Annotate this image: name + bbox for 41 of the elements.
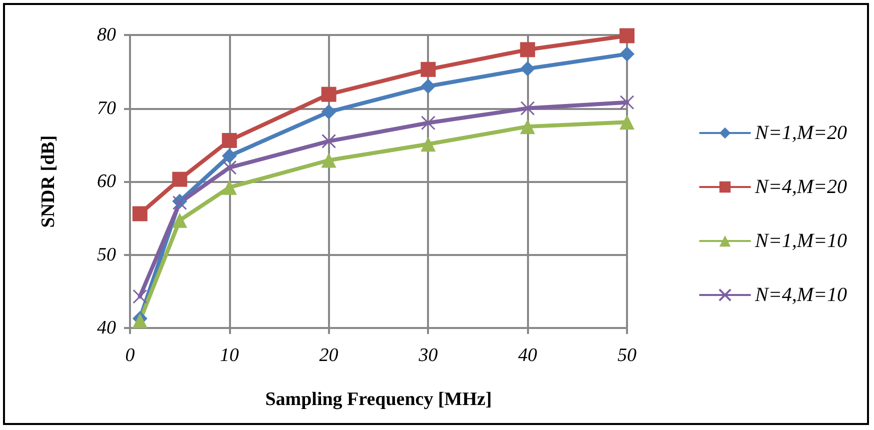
legend-label: N=4,M=20: [754, 176, 848, 198]
point: [620, 28, 634, 44]
point: [132, 289, 148, 304]
point: [520, 61, 536, 76]
y-tick-label: 50: [97, 244, 116, 266]
point: [620, 114, 634, 130]
x-tick-label: 40: [518, 345, 538, 366]
point: [172, 172, 188, 187]
y-tick-label: 40: [97, 318, 116, 338]
legend-label: N=1,M=20: [754, 122, 848, 144]
x-tick-label: 50: [618, 345, 637, 366]
point: [222, 180, 237, 195]
point: [420, 116, 436, 130]
point: [172, 212, 188, 228]
y-axis-title: SNDR [dB]: [38, 135, 59, 228]
point: [620, 46, 634, 62]
point: [620, 95, 634, 110]
legend-label: N=1,M=10: [754, 230, 848, 252]
x-tick-label: 10: [220, 345, 240, 366]
point: [420, 62, 436, 77]
point: [222, 148, 237, 164]
x-tick-label: 30: [418, 345, 438, 366]
point: [520, 101, 535, 116]
y-tick-label: 80: [97, 24, 116, 46]
point: [222, 160, 237, 175]
point: [132, 206, 148, 222]
point: [420, 78, 436, 94]
x-axis-title: Sampling Frequency [MHz]: [265, 389, 492, 410]
point: [321, 152, 336, 168]
point: [322, 134, 336, 148]
x-tick-label: 0: [125, 345, 136, 366]
point: [520, 42, 536, 58]
legend-label: N=4,M=10: [754, 284, 848, 306]
point: [321, 86, 336, 102]
point: [321, 104, 336, 120]
y-tick-label: 70: [97, 98, 116, 119]
point: [420, 136, 436, 152]
y-tick-label: 60: [97, 171, 116, 192]
x-tick-label: 20: [319, 345, 339, 366]
point: [520, 119, 536, 134]
point: [222, 132, 237, 148]
